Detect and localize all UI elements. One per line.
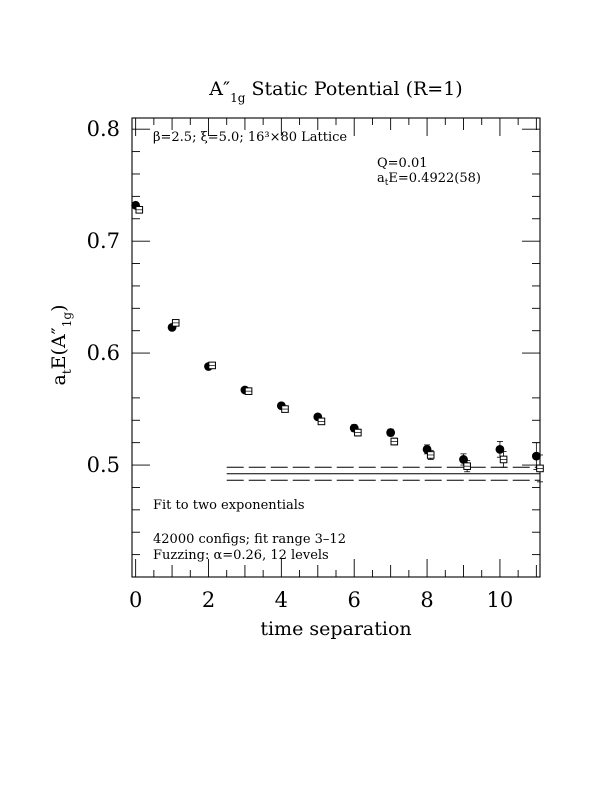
energy-fit-label: atE=0.4922(58) [377, 171, 481, 188]
y-tick-label: 0.7 [87, 229, 120, 253]
lattice-info-label: β=2.5; ξ=5.0; 16³×80 Lattice [153, 130, 347, 145]
data-point-circle [386, 428, 396, 437]
fit-band [226, 466, 540, 481]
x-tick-label: 10 [487, 588, 514, 612]
x-axis-tick-labels: 0 2 4 6 8 10 [129, 588, 513, 612]
x-tick-label: 6 [348, 588, 361, 612]
y-axis-tick-labels: 0.5 0.6 0.7 0.8 [87, 117, 120, 477]
fit-method-label: Fit to two exponentials [153, 498, 305, 513]
x-tick-label: 2 [202, 588, 215, 612]
data-point-circle [495, 444, 505, 454]
data-point-circle [531, 451, 541, 461]
y-axis-label: atE(A″1g) [48, 304, 74, 385]
y-tick-label: 0.8 [87, 117, 120, 141]
x-axis-label: time separation [260, 618, 411, 640]
fuzzing-label: Fuzzing: α=0.26, 12 levels [153, 548, 329, 563]
x-axis-ticks [135, 118, 537, 577]
q-value-label: Q=0.01 [377, 156, 428, 171]
data-point-circle [459, 455, 468, 464]
chart-title: A″1g Static Potential (R=1) [208, 78, 462, 105]
x-tick-label: 0 [129, 588, 142, 612]
x-tick-label: 4 [275, 588, 288, 612]
y-tick-label: 0.5 [87, 453, 120, 477]
y-tick-label: 0.6 [87, 341, 120, 365]
data-series [131, 200, 544, 483]
configs-label: 42000 configs; fit range 3–12 [153, 532, 346, 547]
x-tick-label: 8 [420, 588, 433, 612]
